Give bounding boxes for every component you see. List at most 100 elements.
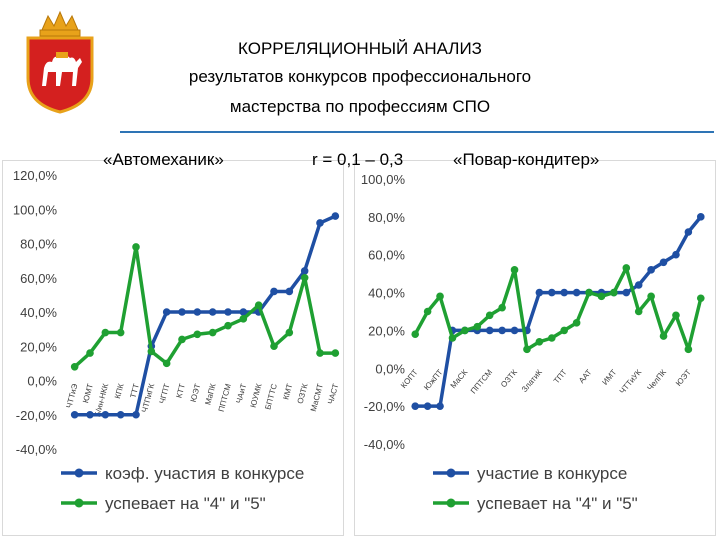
page-title-line-2: результатов конкурсов профессионального: [188, 67, 532, 86]
data-point-participation: [684, 228, 693, 236]
data-point-participation: [659, 258, 668, 267]
x-category-label: МаПК: [203, 382, 217, 406]
y-tick-label: 80,0%: [368, 210, 405, 225]
legend-marker: [74, 468, 84, 478]
page-title-line-3: мастерства по профессиям СПО: [229, 97, 491, 116]
data-point-grades: [147, 347, 156, 356]
x-category-label: КПК: [113, 382, 126, 399]
data-point-grades: [510, 266, 519, 274]
data-point-participation: [647, 266, 655, 274]
page-title-line-1: КОРРЕЛЯЦИОННЫЙ АНАЛИЗ: [238, 39, 482, 58]
data-point-participation: [193, 308, 202, 316]
data-point-participation: [672, 250, 680, 259]
data-point-participation: [162, 308, 171, 316]
x-category-label: ЧАиТ: [234, 383, 248, 405]
data-point-participation: [331, 212, 340, 220]
data-point-participation: [535, 288, 544, 297]
y-tick-label: -20,0%: [16, 408, 58, 423]
data-point-grades: [622, 264, 631, 272]
chart-automechanic-svg: -40,0% -20,0% 0,0% 20,0% 40,0% 60,0% 80,0% 100,…: [13, 168, 340, 513]
data-point-grades: [224, 321, 232, 330]
x-category-label: ААТ: [577, 368, 594, 385]
data-point-grades: [331, 349, 340, 357]
data-point-grades: [101, 328, 110, 337]
data-point-grades: [116, 328, 125, 337]
data-point-participation: [86, 410, 94, 419]
x-category-label: ЮЭТ: [189, 383, 203, 404]
x-category-label: ОЗТК: [296, 382, 310, 404]
y-tick-label: -20,0%: [364, 399, 406, 414]
chart-cook-confectioner: -40,0% -20,0% 0,0% 20,0% 40,0% 60,0% 80,0% 100,…: [354, 160, 716, 536]
y-tick-label: 120,0%: [13, 168, 58, 183]
x-category-label: БПТТС: [263, 382, 279, 410]
data-point-grades: [547, 334, 556, 342]
data-point-participation: [560, 288, 569, 297]
y-tick-label: -40,0%: [364, 437, 406, 452]
data-point-grades: [572, 319, 581, 327]
chart-cook-confectioner-svg: -40,0% -20,0% 0,0% 20,0% 40,0% 60,0% 80,0% 100,…: [361, 172, 705, 513]
data-point-grades: [132, 243, 140, 251]
data-point-grades: [70, 363, 79, 371]
data-point-participation: [572, 288, 581, 297]
data-point-grades: [535, 337, 544, 346]
data-point-grades: [461, 326, 469, 335]
x-category-label: ЧелПК: [645, 368, 668, 393]
y-tick-label: 60,0%: [368, 248, 405, 263]
y-tick-label: 100,0%: [361, 172, 406, 187]
data-point-participation: [547, 288, 556, 297]
subheading-correlation: r = 0,1 – 0,3: [312, 150, 404, 169]
data-point-participation: [132, 410, 140, 419]
legend-marker: [74, 498, 84, 508]
data-point-grades: [178, 335, 186, 344]
x-category-label: ППТСМ: [469, 368, 495, 396]
subheading-automechanic: «Автомеханик»: [103, 150, 224, 169]
data-point-grades: [162, 359, 171, 368]
x-category-label: ТПТ: [552, 368, 569, 386]
title-divider: [120, 131, 714, 133]
data-point-grades: [498, 303, 506, 312]
data-point-participation: [510, 326, 519, 335]
x-category-label: ОЗТК: [499, 368, 519, 390]
data-point-grades: [436, 292, 444, 301]
y-tick-label: 0,0%: [27, 374, 57, 389]
data-point-participation: [634, 281, 643, 289]
data-point-grades: [634, 307, 643, 316]
data-point-grades: [448, 334, 457, 342]
data-point-grades: [411, 330, 420, 339]
data-point-grades: [285, 328, 294, 337]
data-point-grades: [523, 345, 531, 354]
legend-marker: [446, 468, 456, 478]
y-tick-label: 20,0%: [368, 323, 405, 338]
data-point-grades: [485, 311, 494, 320]
data-point-participation: [270, 287, 278, 296]
data-point-grades: [270, 342, 278, 351]
x-category-label: МаСК: [449, 368, 470, 391]
data-point-participation: [208, 308, 217, 316]
data-point-participation: [498, 326, 506, 335]
coat-of-arms-emblem: [26, 10, 94, 114]
subheading-cook-confectioner: «Повар-кондитер»: [453, 150, 600, 169]
data-point-grades: [684, 345, 693, 354]
data-point-grades: [659, 332, 668, 340]
x-category-label: ЧТТиЭ: [64, 382, 79, 409]
legend-label: успевает на "4" и "5": [477, 494, 638, 513]
data-point-grades: [193, 330, 202, 339]
data-point-grades: [86, 349, 94, 357]
y-tick-label: 20,0%: [20, 339, 57, 354]
data-point-grades: [208, 328, 217, 337]
series-line-grades: [73, 245, 336, 369]
data-point-participation: [411, 402, 420, 410]
x-category-label: ЧТТиУК: [618, 368, 644, 396]
data-point-participation: [436, 402, 444, 410]
data-point-participation: [485, 326, 494, 335]
data-point-grades: [597, 292, 606, 301]
data-point-grades: [254, 301, 263, 309]
data-point-grades: [585, 288, 593, 297]
x-category-label: ЗлатиК: [520, 368, 544, 394]
data-point-participation: [116, 410, 125, 419]
data-point-participation: [178, 308, 186, 316]
data-point-grades: [239, 315, 248, 323]
x-category-label: ТТТ: [128, 383, 141, 400]
y-tick-label: -40,0%: [16, 442, 58, 457]
data-point-grades: [647, 292, 655, 301]
